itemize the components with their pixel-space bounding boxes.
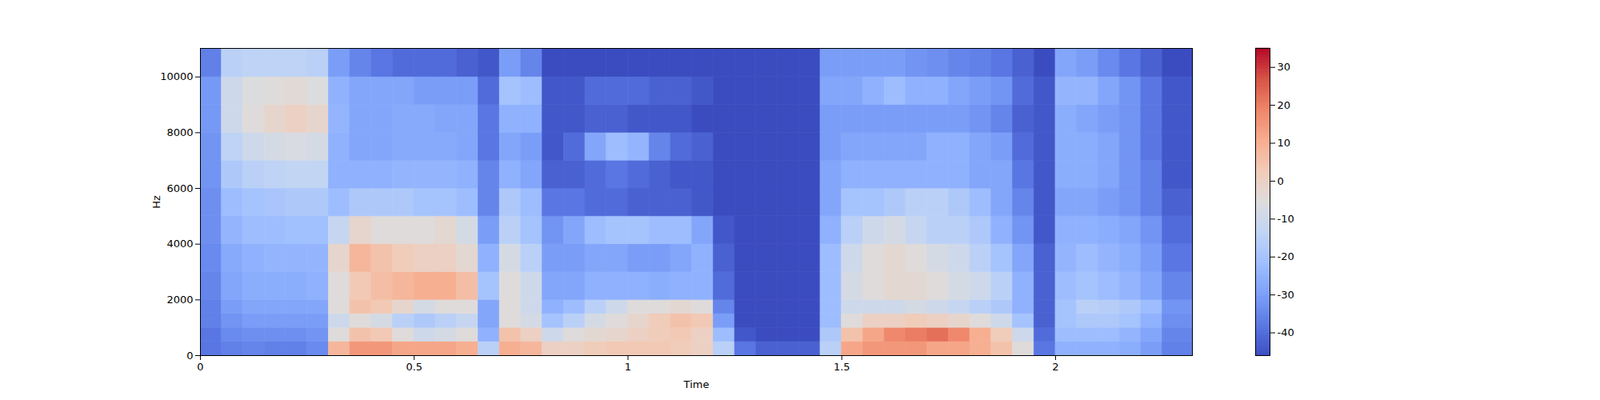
svg-text:0: 0	[186, 349, 193, 362]
svg-text:1.5: 1.5	[833, 360, 851, 373]
svg-text:0: 0	[196, 360, 204, 373]
svg-text:10: 10	[1277, 136, 1292, 149]
svg-text:2000: 2000	[166, 293, 193, 306]
svg-text:30: 30	[1277, 60, 1292, 73]
svg-text:8000: 8000	[166, 126, 193, 139]
svg-text:-40: -40	[1277, 326, 1295, 339]
svg-text:4000: 4000	[166, 237, 193, 250]
svg-text:Hz: Hz	[150, 195, 163, 209]
svg-text:10000: 10000	[160, 70, 193, 83]
svg-text:Time: Time	[683, 378, 710, 391]
svg-text:0: 0	[1277, 175, 1284, 188]
svg-text:-20: -20	[1277, 250, 1295, 263]
svg-text:-10: -10	[1277, 212, 1295, 225]
svg-text:6000: 6000	[166, 182, 193, 195]
svg-text:20: 20	[1277, 99, 1292, 112]
svg-text:0.5: 0.5	[405, 360, 423, 373]
svg-text:1: 1	[624, 360, 632, 373]
svg-text:-30: -30	[1277, 288, 1295, 301]
svg-text:2: 2	[1052, 360, 1059, 373]
